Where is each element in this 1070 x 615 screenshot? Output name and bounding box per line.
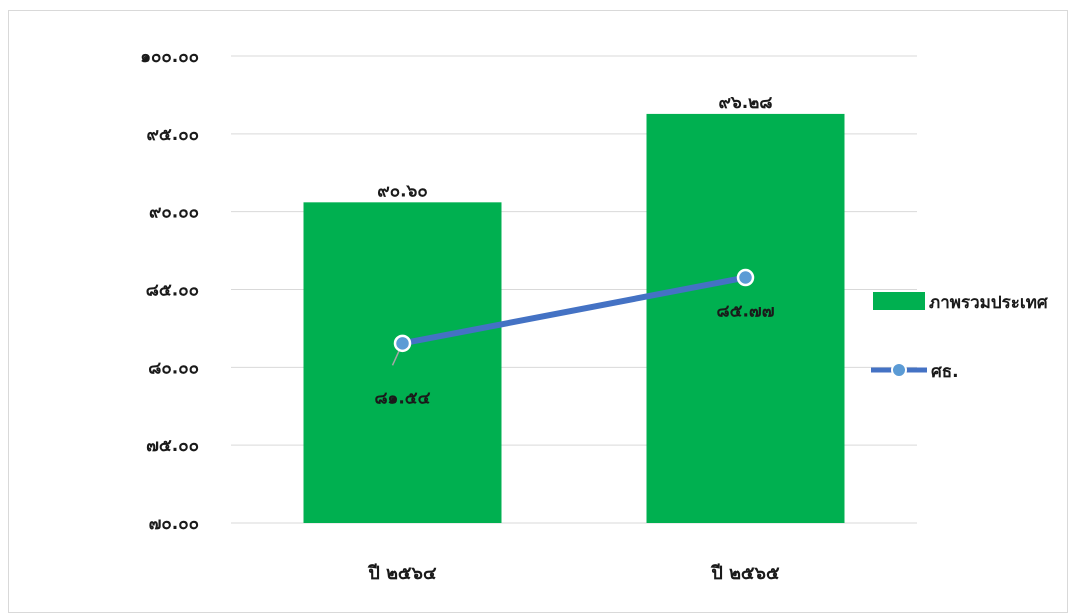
- bar: [303, 202, 502, 523]
- y-tick-label: ๙๕.๐๐: [146, 125, 199, 145]
- bar-data-label: ๙๐.๖๐: [377, 181, 427, 201]
- line-point: [393, 334, 412, 353]
- y-tick-label: ๗๐.๐๐: [149, 514, 199, 534]
- legend-label-line: ศธ.: [931, 362, 959, 382]
- chart-frame: ๗๐.๐๐ ๗๕.๐๐ ๘๐.๐๐ ๘๕.๐๐ ๙๐.๐๐ ๙๕.๐๐ ๑๐๐.๐๐ ๙๐.…: [8, 10, 1068, 613]
- y-tick-label: ๘๐.๐๐: [148, 358, 199, 378]
- line-data-label: ๘๑.๕๔: [374, 388, 430, 408]
- bar-data-label: ๙๖.๒๘: [718, 93, 772, 113]
- y-tick-label: ๙๐.๐๐: [149, 203, 199, 223]
- bar-series: [303, 113, 845, 524]
- legend-swatch-marker: [891, 362, 907, 378]
- x-category-label: ปี ๒๕๖๔: [367, 563, 437, 584]
- legend-swatch-bar: [873, 292, 925, 310]
- legend-label-bar: ภาพรวมประเทศ: [929, 293, 1049, 313]
- y-tick-label: ๑๐๐.๐๐: [140, 47, 199, 67]
- bar: [646, 113, 845, 524]
- line-data-label: ๘๕.๗๗: [716, 302, 774, 322]
- x-axis-categories: ปี ๒๕๖๔ ปี ๒๕๖๕: [367, 563, 780, 584]
- chart: ๗๐.๐๐ ๗๕.๐๐ ๘๐.๐๐ ๘๕.๐๐ ๙๐.๐๐ ๙๕.๐๐ ๑๐๐.๐๐ ๙๐.…: [140, 47, 1049, 584]
- line-series: [391, 268, 755, 366]
- y-axis-ticks: ๗๐.๐๐ ๗๕.๐๐ ๘๐.๐๐ ๘๕.๐๐ ๙๐.๐๐ ๙๕.๐๐ ๑๐๐.๐๐: [140, 47, 199, 534]
- x-category-label: ปี ๒๕๖๕: [710, 563, 780, 584]
- y-tick-label: ๗๕.๐๐: [146, 436, 199, 456]
- line-point: [736, 268, 755, 287]
- line-series-path: [399, 274, 749, 347]
- y-tick-label: ๘๕.๐๐: [146, 281, 199, 301]
